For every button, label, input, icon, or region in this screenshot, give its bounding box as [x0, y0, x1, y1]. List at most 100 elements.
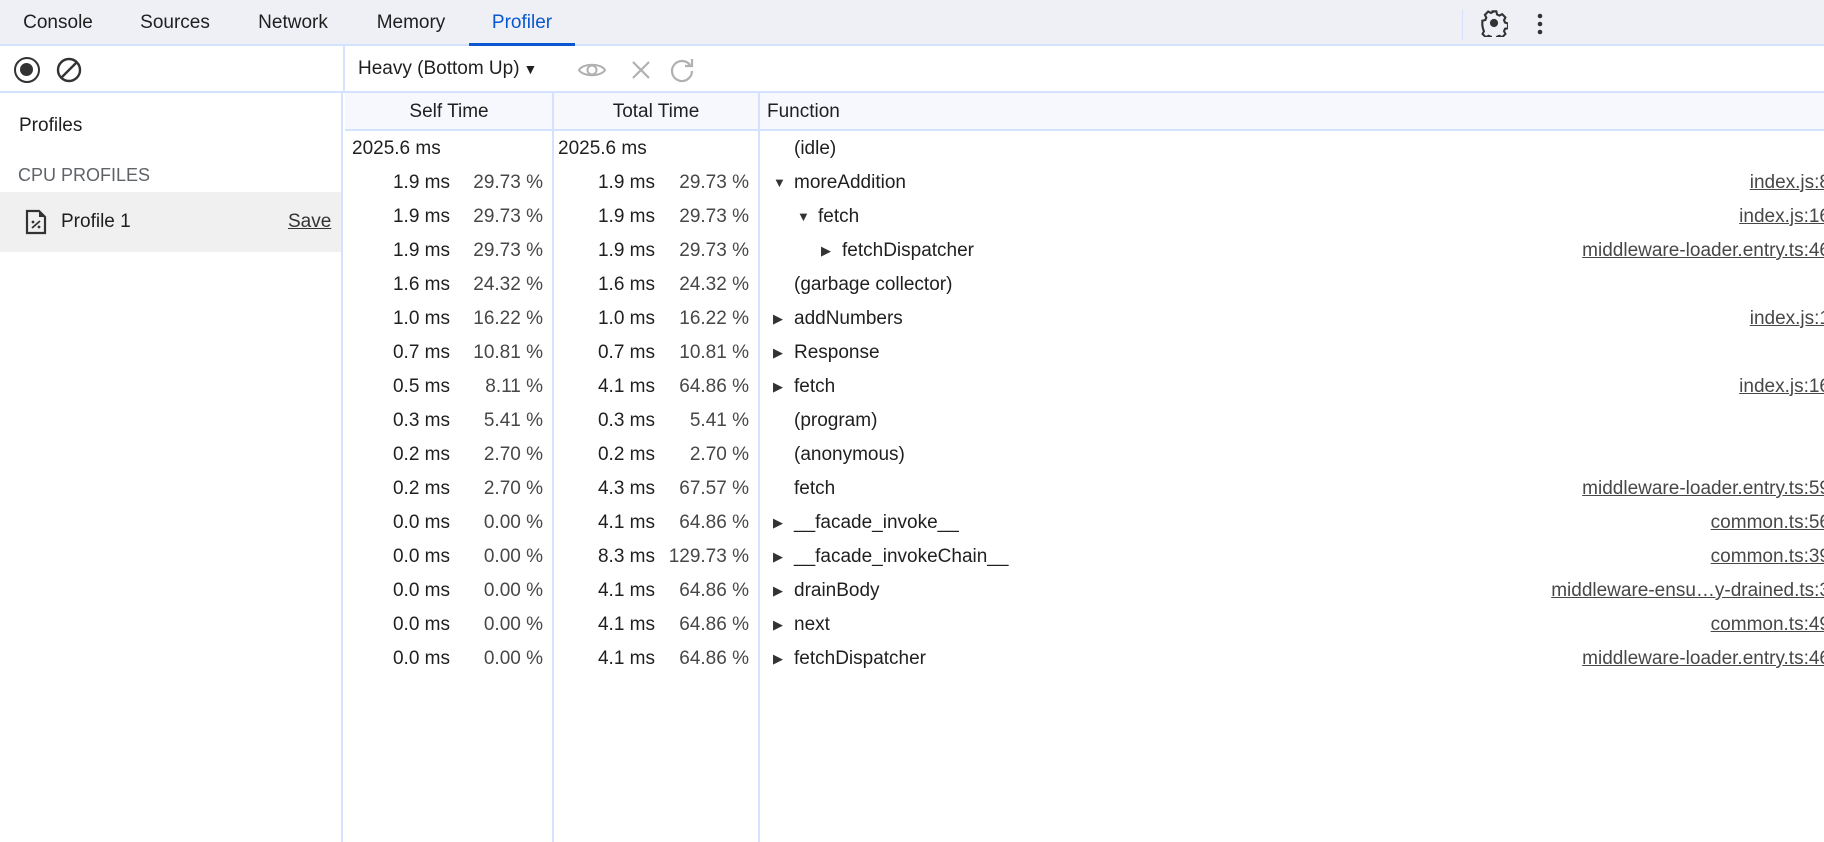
table-row[interactable]: 0.3 ms 5.41 % 0.3 ms 5.41 % (program) — [345, 404, 1824, 438]
column-header-total-time[interactable]: Total Time — [612, 101, 700, 122]
view-select[interactable]: Heavy (Bottom Up) ▼ — [358, 58, 537, 80]
column-divider[interactable] — [552, 93, 554, 842]
total-time: 4.1 ms — [597, 614, 655, 635]
total-time-percent: 64.86 % — [679, 376, 749, 397]
function-name: Response — [794, 342, 880, 363]
function-name: (idle) — [794, 138, 837, 159]
function-name: drainBody — [794, 580, 880, 601]
table-row[interactable]: 0.2 ms 2.70 % 0.2 ms 2.70 % (anonymous) — [345, 438, 1824, 472]
expand-right-arrow-icon[interactable]: ▶ — [773, 549, 783, 564]
table-row[interactable]: 1.9 ms 29.73 % 1.9 ms 29.73 % ▼ fetch index.… — [345, 200, 1824, 234]
table-row[interactable]: 0.7 ms 10.81 % 0.7 ms 10.81 % ▶ Response — [345, 336, 1824, 370]
total-time: 8.3 ms — [597, 546, 655, 567]
tab-console[interactable]: Console — [23, 12, 93, 33]
total-time: 1.0 ms — [597, 308, 655, 329]
profiles-heading: Profiles — [19, 115, 83, 136]
self-time: 0.0 ms — [392, 512, 450, 533]
restore-refresh-icon[interactable] — [667, 56, 697, 84]
table-row[interactable]: 0.0 ms 0.00 % 4.1 ms 64.86 % ▶ next common.t… — [345, 608, 1824, 642]
source-link[interactable]: index.js:1 — [1749, 308, 1824, 329]
function-name: fetch — [794, 376, 836, 397]
total-time: 1.6 ms — [597, 274, 655, 295]
table-row[interactable]: 0.0 ms 0.00 % 8.3 ms 129.73 % ▶ __facade_in… — [345, 540, 1824, 574]
source-link[interactable]: middleware-loader.entry.ts:46 — [1582, 240, 1824, 261]
total-time-percent: 29.73 % — [679, 172, 749, 193]
profile-file-icon — [25, 209, 47, 235]
total-time-percent: 67.57 % — [679, 478, 749, 499]
table-row[interactable]: 0.2 ms 2.70 % 4.3 ms 67.57 % fetch middlewa… — [345, 472, 1824, 506]
self-time: 0.7 ms — [392, 342, 450, 363]
tab-network[interactable]: Network — [258, 12, 328, 33]
table-row[interactable]: 0.0 ms 0.00 % 4.1 ms 64.86 % ▶ drainBody mid… — [345, 574, 1824, 608]
profile-item[interactable]: Profile 1 Save — [0, 192, 341, 252]
table-row[interactable]: 1.9 ms 29.73 % 1.9 ms 29.73 % ▼ moreAdditio… — [345, 166, 1824, 200]
tab-profiler[interactable]: Profiler — [469, 0, 575, 46]
source-link[interactable]: middleware-ensu…y-drained.ts:3 — [1551, 580, 1824, 601]
self-time: 0.0 ms — [392, 546, 450, 567]
expand-down-arrow-icon[interactable]: ▼ — [797, 209, 810, 224]
source-link[interactable]: index.js:16 — [1739, 206, 1824, 227]
self-time: 0.2 ms — [392, 444, 450, 465]
self-time-percent: 0.00 % — [483, 580, 543, 601]
total-time-percent: 16.22 % — [679, 308, 749, 329]
table-row[interactable]: 0.0 ms 0.00 % 4.1 ms 64.86 % ▶ fetchDispatc… — [345, 642, 1824, 676]
self-time-percent: 0.00 % — [483, 614, 543, 635]
self-time: 1.6 ms — [392, 274, 450, 295]
self-time-percent: 8.11 % — [485, 376, 543, 397]
function-name: fetchDispatcher — [794, 648, 927, 669]
function-name: (program) — [794, 410, 878, 431]
table-row[interactable]: 2025.6 ms 2025.6 ms (idle) — [345, 132, 1824, 166]
expand-right-arrow-icon[interactable]: ▶ — [773, 651, 783, 666]
source-link[interactable]: common.ts:49 — [1710, 614, 1824, 635]
total-time: 4.1 ms — [597, 648, 655, 669]
total-time: 0.3 ms — [597, 410, 655, 431]
source-link[interactable]: index.js:8 — [1749, 172, 1824, 193]
function-name: __facade_invoke__ — [794, 512, 959, 533]
self-time-percent: 29.73 % — [473, 172, 543, 193]
self-time-percent: 29.73 % — [473, 240, 543, 261]
self-time-percent: 5.41 % — [483, 410, 543, 431]
column-header-function[interactable]: Function — [767, 101, 840, 122]
table-row[interactable]: 1.0 ms 16.22 % 1.0 ms 16.22 % ▶ addNumbers i… — [345, 302, 1824, 336]
total-time: 2025.6 ms — [558, 138, 647, 159]
total-time-percent: 24.32 % — [679, 274, 749, 295]
exclude-x-icon[interactable] — [626, 56, 656, 84]
table-row[interactable]: 0.5 ms 8.11 % 4.1 ms 64.86 % ▶ fetch index.j… — [345, 370, 1824, 404]
source-link[interactable]: middleware-loader.entry.ts:46 — [1582, 648, 1824, 669]
expand-right-arrow-icon[interactable]: ▶ — [773, 617, 783, 632]
profile-name: Profile 1 — [61, 211, 131, 232]
self-time-percent: 29.73 % — [473, 206, 543, 227]
gear-icon[interactable] — [1480, 9, 1508, 37]
expand-right-arrow-icon[interactable]: ▶ — [773, 345, 783, 360]
expand-right-arrow-icon[interactable]: ▶ — [821, 243, 831, 258]
source-link[interactable]: common.ts:39 — [1710, 546, 1824, 567]
source-link[interactable]: index.js:16 — [1739, 376, 1824, 397]
table-row[interactable]: 1.6 ms 24.32 % 1.6 ms 24.32 % (garbage col… — [345, 268, 1824, 302]
source-link[interactable]: middleware-loader.entry.ts:59 — [1582, 478, 1824, 499]
clear-icon[interactable] — [56, 57, 82, 83]
self-time: 0.0 ms — [392, 580, 450, 601]
cpu-profiles-section: CPU PROFILES — [18, 165, 151, 185]
total-time-percent: 129.73 % — [668, 546, 749, 567]
tab-sources[interactable]: Sources — [140, 12, 210, 33]
profiler-toolbar — [0, 46, 1824, 93]
expand-right-arrow-icon[interactable]: ▶ — [773, 379, 783, 394]
table-row[interactable]: 0.0 ms 0.00 % 4.1 ms 64.86 % ▶ __facade_inv… — [345, 506, 1824, 540]
self-time-percent: 0.00 % — [483, 512, 543, 533]
tab-memory[interactable]: Memory — [376, 12, 446, 33]
self-time-percent: 16.22 % — [473, 308, 543, 329]
expand-right-arrow-icon[interactable]: ▶ — [773, 515, 783, 530]
source-link[interactable]: common.ts:56 — [1710, 512, 1824, 533]
column-divider[interactable] — [758, 93, 760, 842]
expand-right-arrow-icon[interactable]: ▶ — [773, 311, 783, 326]
focus-eye-icon[interactable] — [577, 56, 607, 84]
table-row[interactable]: 1.9 ms 29.73 % 1.9 ms 29.73 % ▶ fetchDispat… — [345, 234, 1824, 268]
save-link[interactable]: Save — [288, 211, 332, 232]
column-header-self-time[interactable]: Self Time — [409, 101, 489, 122]
self-time: 0.0 ms — [392, 648, 450, 669]
expand-right-arrow-icon[interactable]: ▶ — [773, 583, 783, 598]
expand-down-arrow-icon[interactable]: ▼ — [773, 175, 786, 190]
self-time-percent: 0.00 % — [483, 546, 543, 567]
more-options-icon[interactable] — [1530, 11, 1550, 37]
record-icon[interactable] — [14, 57, 40, 83]
